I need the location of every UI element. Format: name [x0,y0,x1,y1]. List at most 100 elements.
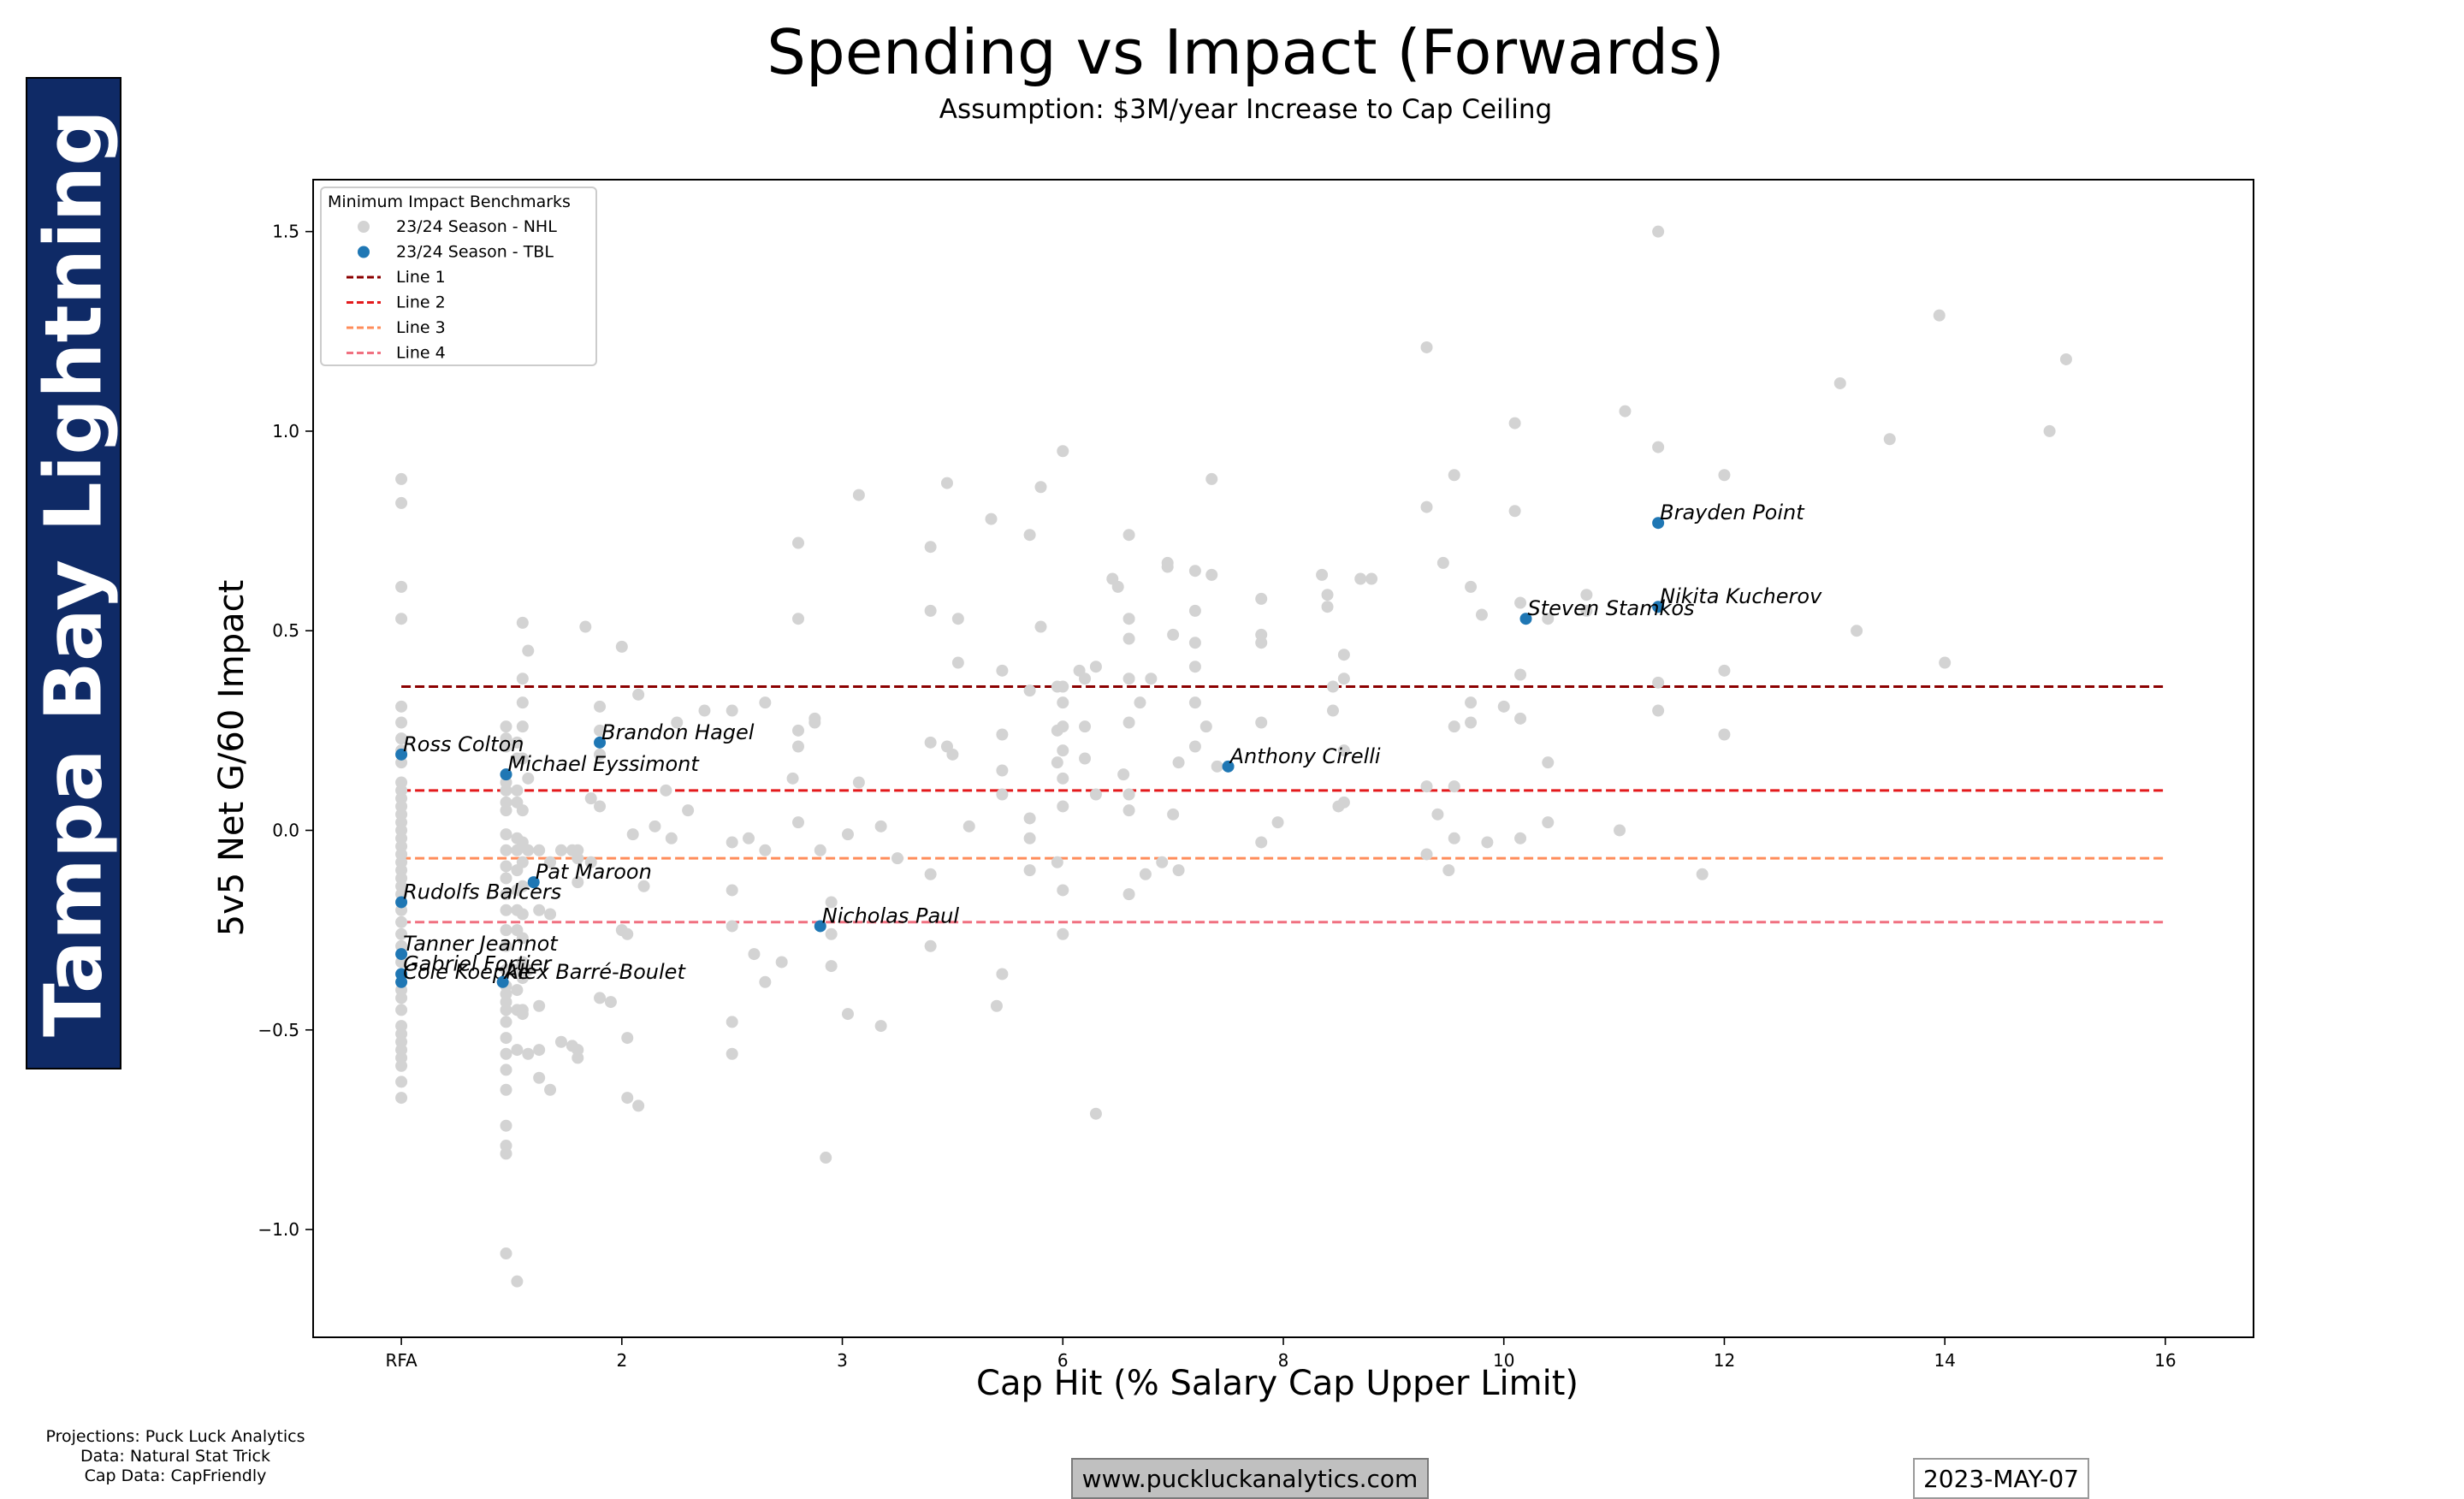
nhl-point [825,960,838,973]
nhl-point [1365,572,1378,585]
nhl-point [891,852,903,865]
plot-area: RFA 2 3 6 8 10 12 14 16 1.5 1.0 0.5 0.0 −0.5 −1.0 Brayd… [258,179,2254,1371]
nhl-point [1326,680,1339,693]
nhl-point [874,820,887,832]
nhl-point [500,740,512,753]
nhl-point [1481,836,1494,849]
nhl-point [500,784,512,797]
nhl-point [500,804,512,817]
player-label: Brayden Point [1660,501,1805,524]
nhl-point [962,820,975,832]
player-label: Steven Stamkos [1528,596,1695,620]
tbl-point [527,876,540,889]
nhl-point [726,1047,738,1060]
nhl-point [1122,788,1135,801]
nhl-point [1580,589,1593,601]
nhl-point [516,1008,529,1021]
nhl-point [1652,441,1665,453]
tbl-point [500,768,512,781]
nhl-point [395,716,408,729]
nhl-point [726,836,738,849]
nhl-point [1337,649,1350,661]
nhl-point [395,700,408,713]
nhl-point [792,613,804,625]
tbl-point [395,748,408,761]
nhl-point [500,1147,512,1160]
x-tick-label: 3 [837,1350,848,1371]
nhl-point [924,868,937,880]
nhl-point [726,1016,738,1028]
nhl-point [1851,625,1863,637]
nhl-point [1117,768,1130,781]
nhl-point [572,852,584,865]
nhl-point [637,880,650,892]
nhl-point [500,939,512,952]
nhl-point [632,1099,645,1112]
nhl-point [511,1044,524,1057]
nhl-point [841,828,854,841]
tbl-point [814,920,826,933]
nhl-point [2043,424,2056,437]
nhl-point [395,1004,408,1016]
nhl-point [792,536,804,549]
nhl-point [1188,637,1201,649]
y-tick-label: −0.5 [258,1020,299,1040]
nhl-point [516,804,529,817]
nhl-point [996,664,1009,677]
nhl-point [395,580,408,593]
nhl-point [1542,756,1555,769]
x-tick-label: 12 [1714,1350,1735,1371]
player-label: Tanner Jeannot [403,932,559,956]
nhl-point [1542,816,1555,829]
nhl-point [395,1075,408,1088]
nhl-point [500,888,512,901]
legend-box [320,187,597,366]
nhl-point [698,704,711,717]
team-name: Tampa Bay Lightning [27,109,120,1038]
nhl-point [1255,637,1268,649]
nhl-point [632,688,645,701]
tbl-point [594,736,607,749]
date-stamp: 2023-MAY-07 [1913,1458,2089,1499]
nhl-point [1321,601,1334,613]
nhl-point [1122,529,1135,542]
nhl-point [500,1119,512,1132]
nhl-point [516,880,529,892]
nhl-point [671,716,684,729]
nhl-point [1205,568,1218,581]
nhl-point [1332,800,1345,813]
nhl-point [775,956,788,969]
nhl-point [1255,716,1268,729]
legend-label: 23/24 Season - NHL [396,217,557,236]
nhl-point [522,844,535,856]
nhl-point [1057,800,1069,813]
tbl-point [395,975,408,988]
nhl-point [1448,780,1460,793]
nhl-point [743,832,755,844]
nhl-point [500,828,512,841]
nhl-point [759,696,772,709]
nhl-point [1542,613,1555,625]
nhl-point [990,999,1003,1012]
x-tick-label: RFA [385,1350,418,1371]
player-label: Michael Eyssimont [508,752,701,776]
website-link[interactable]: www.puckluckanalytics.com [1071,1458,1429,1499]
nhl-point [594,800,607,813]
nhl-point [1145,672,1158,685]
legend-label: Line 4 [396,344,446,363]
nhl-point [649,820,661,832]
nhl-point [500,844,512,856]
nhl-point [996,728,1009,741]
nhl-point [1057,680,1069,693]
nhl-point [533,999,546,1012]
nhl-point [395,732,408,745]
nhl-point [516,932,529,945]
nhl-point [951,613,964,625]
nhl-point [924,939,937,952]
nhl-point [615,640,628,653]
nhl-point [1188,661,1201,673]
nhl-point [579,620,592,633]
player-label: Anthony Cirelli [1229,744,1381,768]
nhl-point [1580,604,1593,617]
nhl-point [2059,353,2072,365]
